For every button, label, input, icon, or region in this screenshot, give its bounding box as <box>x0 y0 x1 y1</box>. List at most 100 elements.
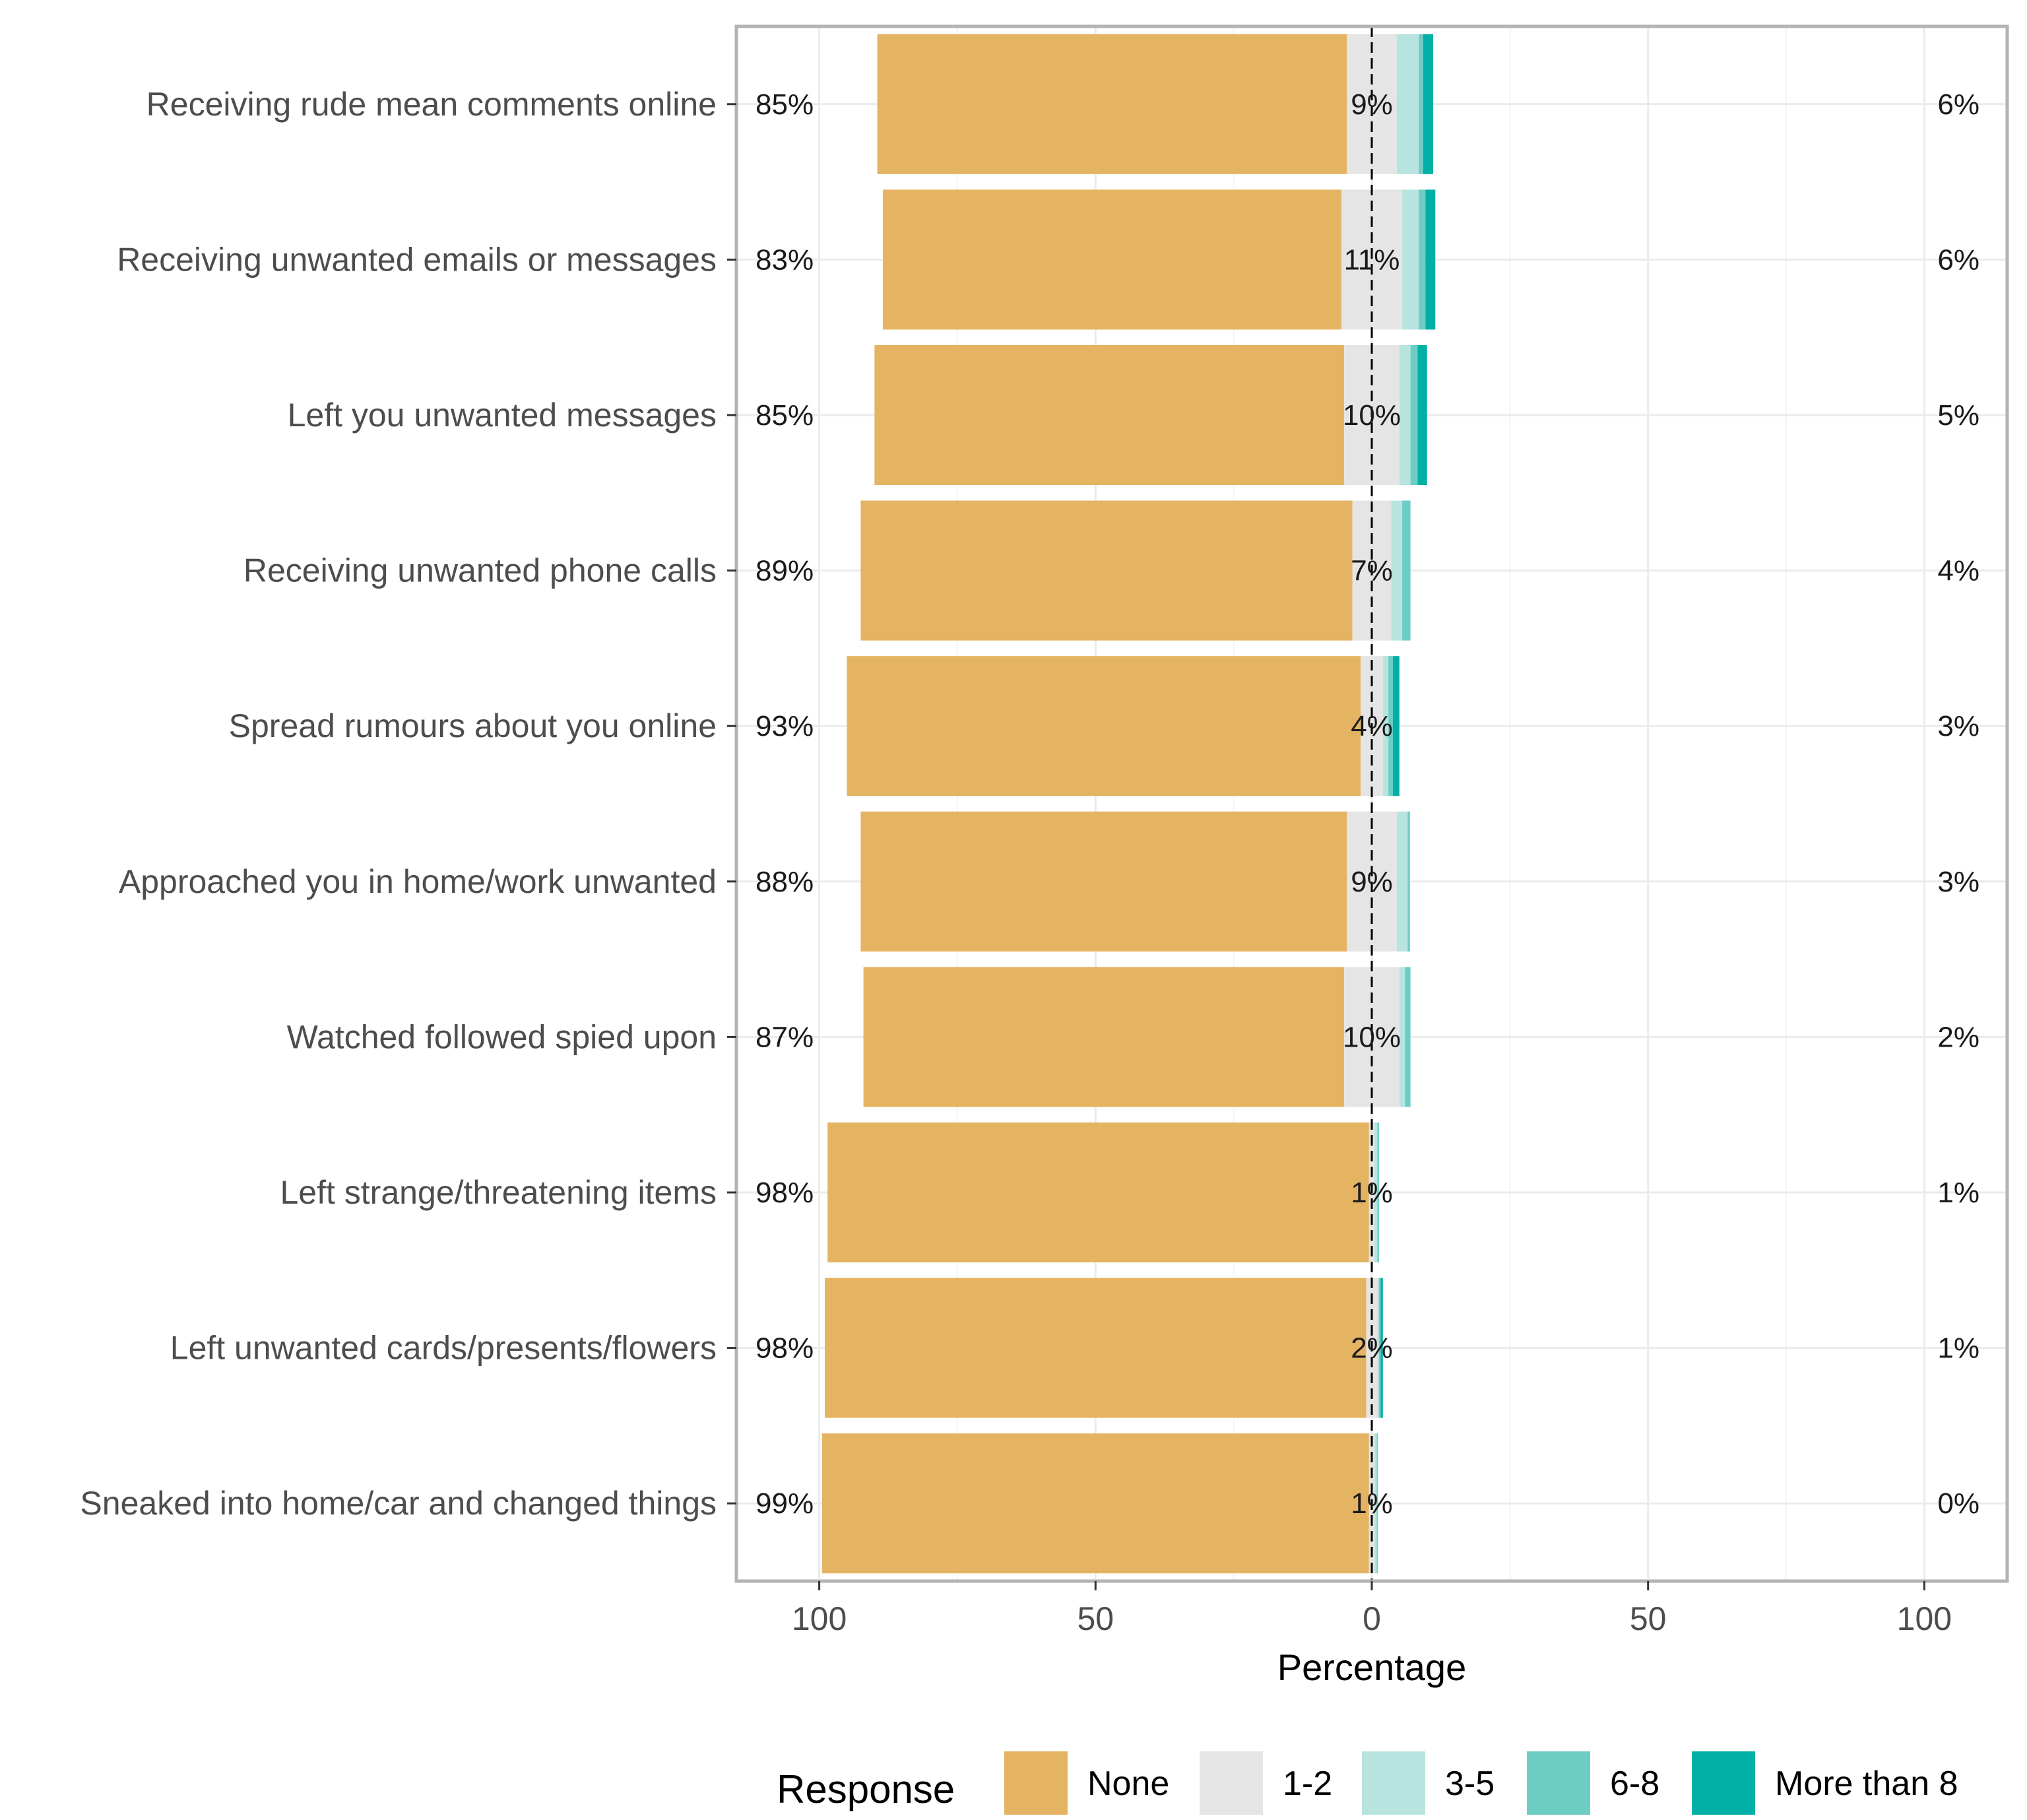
right-percent-label: 3% <box>1937 710 1979 742</box>
bar-none <box>860 811 1347 952</box>
bars <box>821 34 1436 1574</box>
legend-label: 1-2 <box>1283 1765 1332 1803</box>
x-tick-label: 100 <box>1897 1600 1952 1637</box>
bar-more-than-8 <box>1417 344 1427 486</box>
bar-none <box>821 1433 1369 1574</box>
x-tick-label: 50 <box>1630 1600 1667 1637</box>
bar-6-8 <box>1402 500 1411 641</box>
category-labels: Receiving rude mean comments online Recei… <box>80 86 736 1522</box>
center-percent-label: 7% <box>1351 555 1393 587</box>
bar-more-than-8 <box>1392 656 1400 796</box>
bar-6-8 <box>1376 1433 1378 1574</box>
center-percent-label: 9% <box>1351 866 1393 898</box>
legend: Response None 1-2 3-5 6-8 More than 8 <box>777 1751 1958 1815</box>
bar-3-5 <box>1374 1433 1377 1574</box>
bar-1-2 <box>1341 189 1403 330</box>
category-label: Left strange/threatening items <box>280 1174 717 1211</box>
center-percent-label: 9% <box>1351 88 1393 121</box>
left-percent-label: 85% <box>756 399 814 432</box>
bar-none <box>874 344 1345 486</box>
bar-3-5 <box>1396 34 1419 174</box>
data-labels: 85% 9% 6% 83% 11% 6% 85% 10% 5% 89% 7% 4% 93% 4% 3% 88%… <box>756 88 1979 1520</box>
x-tick-label: 0 <box>1363 1600 1381 1637</box>
legend-key <box>1692 1751 1755 1815</box>
category-label: Receiving rude mean comments online <box>146 86 717 123</box>
category-label: Left unwanted cards/presents/flowers <box>170 1330 717 1367</box>
right-percent-label: 0% <box>1937 1487 1979 1520</box>
legend-key <box>1362 1751 1425 1815</box>
bar-more-than-8 <box>1380 1278 1383 1418</box>
right-percent-label: 1% <box>1937 1177 1979 1209</box>
bar-none <box>863 967 1345 1107</box>
legend-label: None <box>1087 1765 1169 1803</box>
category-label: Approached you in home/work unwanted <box>119 863 717 900</box>
bar-none <box>882 189 1341 330</box>
left-percent-label: 99% <box>756 1487 814 1520</box>
left-percent-label: 88% <box>756 866 814 898</box>
bar-3-5 <box>1382 656 1389 796</box>
category-label: Sneaked into home/car and changed things <box>80 1485 717 1522</box>
left-percent-label: 98% <box>756 1177 814 1209</box>
category-label: Spread rumours about you online <box>229 707 717 744</box>
bar-3-5 <box>1377 1278 1379 1418</box>
legend-key <box>1200 1751 1263 1815</box>
bar-3-5 <box>1391 500 1403 641</box>
legend-key <box>1527 1751 1590 1815</box>
right-percent-label: 4% <box>1937 555 1979 587</box>
center-percent-label: 1% <box>1351 1487 1393 1520</box>
legend-label: 3-5 <box>1445 1765 1495 1803</box>
bar-none <box>877 34 1347 174</box>
left-percent-label: 87% <box>756 1021 814 1053</box>
bar-none <box>860 500 1353 641</box>
center-percent-label: 10% <box>1343 1021 1401 1053</box>
category-label: Receiving unwanted emails or messages <box>117 241 717 278</box>
category-label: Watched followed spied upon <box>287 1018 717 1055</box>
bar-3-5 <box>1399 967 1405 1107</box>
left-percent-label: 85% <box>756 88 814 121</box>
bar-6-8 <box>1419 34 1423 174</box>
center-percent-label: 4% <box>1351 710 1393 742</box>
legend-items: None 1-2 3-5 6-8 More than 8 <box>1004 1751 1958 1815</box>
right-percent-label: 1% <box>1937 1332 1979 1365</box>
bar-none <box>847 656 1361 796</box>
right-percent-label: 3% <box>1937 866 1979 898</box>
right-percent-label: 6% <box>1937 88 1979 121</box>
bar-6-8 <box>1419 189 1426 330</box>
bar-1-2 <box>1344 967 1400 1107</box>
left-percent-label: 83% <box>756 244 814 276</box>
x-tick-label: 50 <box>1077 1600 1114 1637</box>
center-percent-label: 1% <box>1351 1177 1393 1209</box>
bar-6-8 <box>1377 1122 1379 1263</box>
x-axis-title: Percentage <box>1277 1646 1466 1688</box>
category-label: Receiving unwanted phone calls <box>243 552 717 589</box>
legend-title: Response <box>777 1767 955 1811</box>
bar-3-5 <box>1396 811 1408 952</box>
bar-none <box>824 1278 1367 1418</box>
right-percent-label: 2% <box>1937 1021 1979 1053</box>
bar-6-8 <box>1378 1278 1381 1418</box>
center-percent-label: 2% <box>1351 1332 1393 1365</box>
left-percent-label: 89% <box>756 555 814 587</box>
left-percent-label: 93% <box>756 710 814 742</box>
bar-6-8 <box>1405 967 1411 1107</box>
bar-none <box>827 1122 1369 1263</box>
bar-6-8 <box>1388 656 1393 796</box>
bar-6-8 <box>1407 811 1410 952</box>
bar-1-2 <box>1347 34 1397 174</box>
x-axis: 100 50 0 50 100 <box>792 1581 1952 1637</box>
bar-3-5 <box>1374 1122 1378 1263</box>
center-percent-label: 10% <box>1343 399 1401 432</box>
bar-3-5 <box>1399 344 1411 486</box>
bar-more-than-8 <box>1425 189 1436 330</box>
x-tick-label: 100 <box>792 1600 847 1637</box>
center-percent-label: 11% <box>1344 244 1400 276</box>
left-percent-label: 98% <box>756 1332 814 1365</box>
bar-3-5 <box>1402 189 1419 330</box>
right-percent-label: 5% <box>1937 399 1979 432</box>
legend-label: 6-8 <box>1610 1765 1659 1803</box>
legend-key <box>1004 1751 1068 1815</box>
bar-more-than-8 <box>1423 34 1433 174</box>
bar-6-8 <box>1410 344 1418 486</box>
category-label: Left you unwanted messages <box>288 397 717 434</box>
